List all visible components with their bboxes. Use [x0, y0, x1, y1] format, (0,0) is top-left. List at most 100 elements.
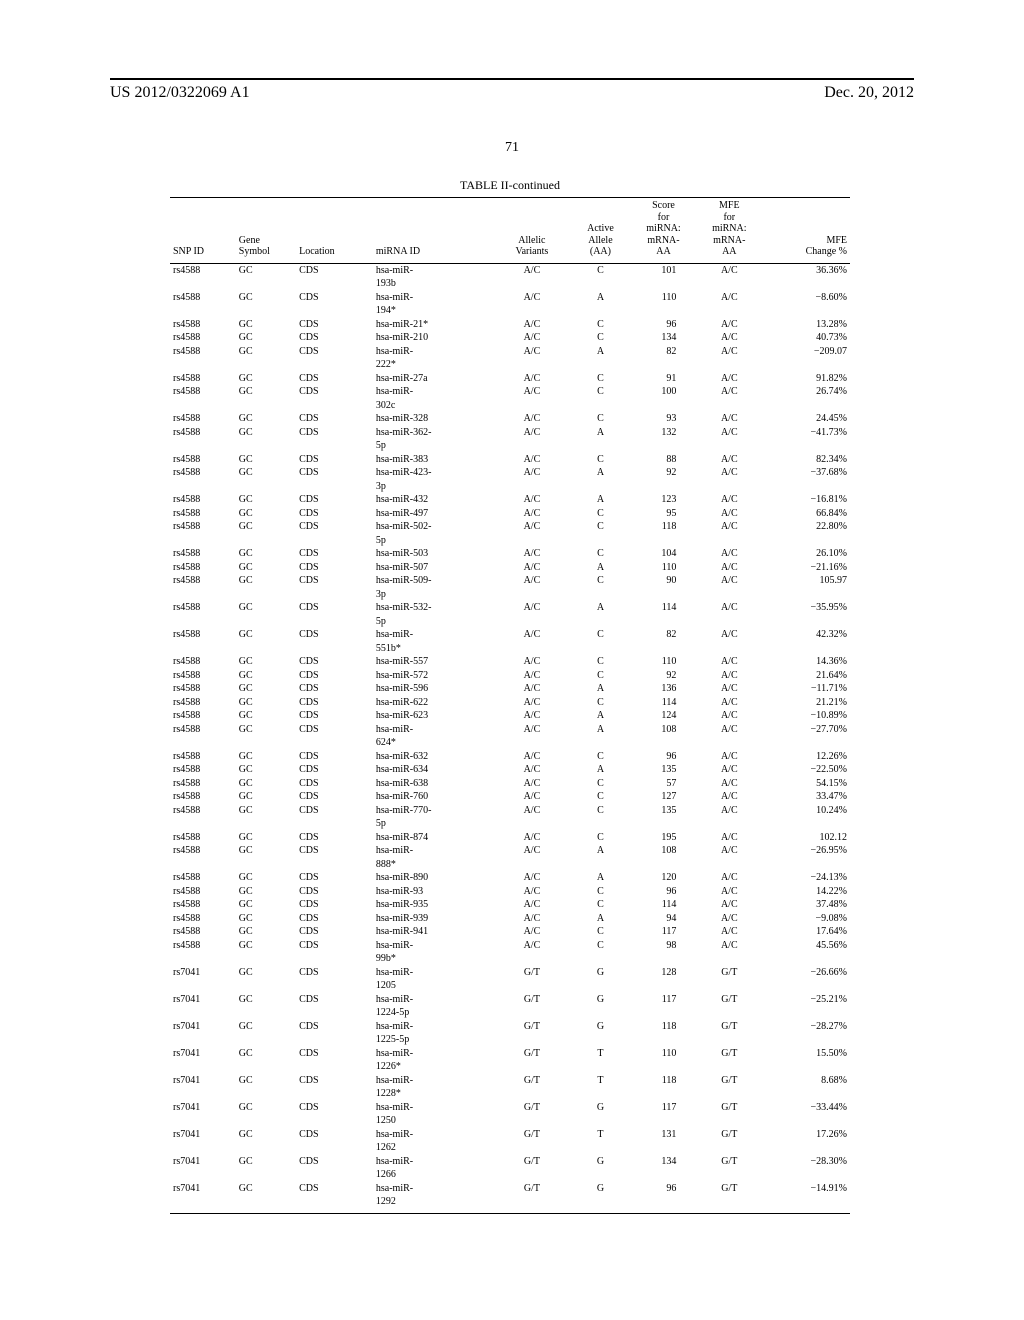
table-row: 1226*	[170, 1060, 850, 1074]
table-cell: hsa-miR-432	[373, 493, 494, 507]
table-cell: A/C	[696, 804, 762, 818]
table-cell: 114	[631, 601, 697, 615]
table-cell: 888*	[373, 858, 494, 872]
table-cell: GC	[236, 1155, 296, 1169]
table-cell: rs4588	[170, 628, 236, 642]
table-cell: CDS	[296, 1182, 373, 1196]
table-cell: 82	[631, 628, 697, 642]
table-cell	[296, 1087, 373, 1101]
table-cell: G	[570, 993, 630, 1007]
table-cell	[762, 615, 850, 629]
table-cell	[170, 534, 236, 548]
table-cell: G/T	[494, 1047, 571, 1061]
table-cell	[236, 588, 296, 602]
table-cell	[631, 1060, 697, 1074]
table-cell	[170, 1195, 236, 1213]
table-cell: 96	[631, 750, 697, 764]
table-cell: G/T	[696, 1020, 762, 1034]
table-cell: A/C	[494, 345, 571, 359]
table-cell: A/C	[696, 844, 762, 858]
table-cell: 5p	[373, 534, 494, 548]
table-cell: GC	[236, 466, 296, 480]
table-cell: −22.50%	[762, 763, 850, 777]
table-cell: hsa-miR-328	[373, 412, 494, 426]
table-cell	[570, 1006, 630, 1020]
table-cell: rs7041	[170, 1074, 236, 1088]
table-cell: CDS	[296, 1101, 373, 1115]
table-cell: 82	[631, 345, 697, 359]
table-cell: GC	[236, 547, 296, 561]
table-cell	[170, 736, 236, 750]
table-cell: hsa-miR-	[373, 385, 494, 399]
table-cell	[236, 277, 296, 291]
table-cell: 14.22%	[762, 885, 850, 899]
table-cell: rs4588	[170, 723, 236, 737]
table-cell: 118	[631, 1020, 697, 1034]
table-cell: rs4588	[170, 601, 236, 615]
table-cell: hsa-miR-572	[373, 669, 494, 683]
table-cell	[170, 304, 236, 318]
table-cell: G	[570, 1101, 630, 1115]
table-cell	[696, 1114, 762, 1128]
table-cell: GC	[236, 1182, 296, 1196]
table-head: SNP ID GeneSymbol Location miRNA ID Alle…	[170, 198, 850, 264]
table-cell	[170, 858, 236, 872]
table-cell: GC	[236, 790, 296, 804]
table-row: 1266	[170, 1168, 850, 1182]
table-cell	[236, 399, 296, 413]
table-cell: hsa-miR-	[373, 1155, 494, 1169]
table-cell	[494, 736, 571, 750]
table-row: rs4588GCCDShsa-miR-638A/CC57A/C54.15%	[170, 777, 850, 791]
table-cell	[494, 1195, 571, 1213]
table-cell	[631, 1195, 697, 1213]
page-number: 71	[0, 140, 1024, 156]
table-cell	[296, 439, 373, 453]
table-cell: 96	[631, 885, 697, 899]
table-cell: A/C	[494, 939, 571, 953]
table-cell: A/C	[494, 696, 571, 710]
table-cell	[494, 1060, 571, 1074]
table-row: 624*	[170, 736, 850, 750]
table-cell: rs4588	[170, 331, 236, 345]
table-cell: 104	[631, 547, 697, 561]
table-cell: hsa-miR-423-	[373, 466, 494, 480]
table-cell	[570, 1168, 630, 1182]
table-cell: C	[570, 777, 630, 791]
table-cell: CDS	[296, 574, 373, 588]
table-cell: T	[570, 1047, 630, 1061]
table-cell	[696, 817, 762, 831]
table-cell: CDS	[296, 547, 373, 561]
table-cell: GC	[236, 723, 296, 737]
table-cell: hsa-miR-362-	[373, 426, 494, 440]
table-cell	[631, 534, 697, 548]
data-table-wrapper: TABLE II-continued SNP ID GeneSymbol Loc…	[170, 178, 850, 1214]
table-cell: 3p	[373, 588, 494, 602]
table-cell	[296, 1033, 373, 1047]
table-cell	[570, 277, 630, 291]
table-row: rs7041GCCDShsa-miR-G/TG96G/T−14.91%	[170, 1182, 850, 1196]
table-cell	[696, 534, 762, 548]
table-cell: A/C	[494, 669, 571, 683]
table-cell	[170, 817, 236, 831]
table-cell: rs7041	[170, 966, 236, 980]
table-cell: CDS	[296, 466, 373, 480]
table-cell: A/C	[696, 655, 762, 669]
table-cell: −26.95%	[762, 844, 850, 858]
table-cell: 108	[631, 844, 697, 858]
table-cell	[631, 642, 697, 656]
table-cell: hsa-miR-	[373, 345, 494, 359]
table-cell: C	[570, 804, 630, 818]
table-cell: A/C	[494, 574, 571, 588]
table-cell	[696, 399, 762, 413]
table-row: rs4588GCCDShsa-miR-A/CC82A/C42.32%	[170, 628, 850, 642]
table-cell: G/T	[696, 1047, 762, 1061]
table-cell: 94	[631, 912, 697, 926]
table-cell: GC	[236, 412, 296, 426]
table-cell: 194*	[373, 304, 494, 318]
table-row: rs4588GCCDShsa-miR-A/CA108A/C−26.95%	[170, 844, 850, 858]
table-cell: GC	[236, 520, 296, 534]
table-cell: A/C	[494, 912, 571, 926]
table-cell: hsa-miR-	[373, 939, 494, 953]
table-cell: rs7041	[170, 993, 236, 1007]
table-cell: A/C	[494, 723, 571, 737]
